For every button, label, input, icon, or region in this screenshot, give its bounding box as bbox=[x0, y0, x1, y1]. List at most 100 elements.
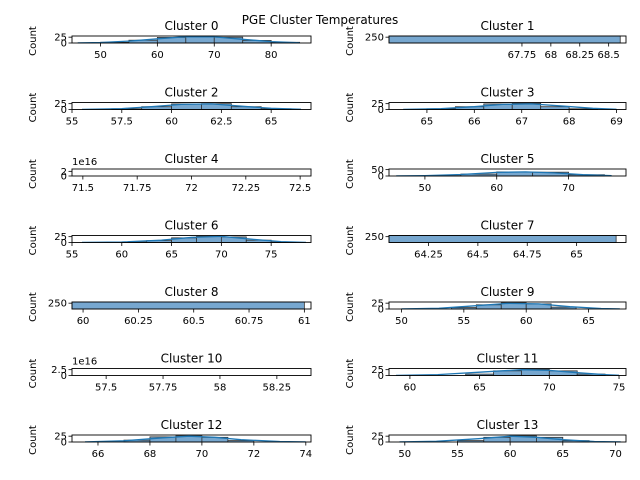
axes-frame bbox=[71, 168, 312, 177]
y-axis-label: Count bbox=[28, 359, 39, 389]
y-axis-label: Count bbox=[345, 292, 356, 322]
subplot-title: Cluster 3 bbox=[480, 86, 534, 100]
subplot-title: Cluster 10 bbox=[161, 352, 223, 366]
kde-curve bbox=[403, 103, 617, 111]
x-tick-label: 70 bbox=[215, 250, 228, 261]
y-offset-text: 1e16 bbox=[72, 157, 97, 168]
x-tick-label: 57.75 bbox=[149, 383, 178, 394]
y-tick-label: 25 bbox=[371, 432, 384, 443]
y-tick-label: 0 bbox=[378, 371, 384, 382]
x-tick-label: 60 bbox=[404, 383, 417, 394]
y-tick-label: 0 bbox=[378, 305, 384, 316]
x-tick-label: 57.5 bbox=[111, 117, 133, 128]
x-tick-label: 68 bbox=[544, 50, 557, 61]
x-tick-label: 70 bbox=[609, 449, 622, 460]
x-tick-label: 65 bbox=[165, 250, 178, 261]
x-tick-label: 70 bbox=[208, 50, 221, 61]
y-tick-label: 25 bbox=[371, 299, 384, 310]
y-tick-label: 250 bbox=[48, 299, 67, 310]
axes-frame bbox=[388, 235, 627, 243]
x-tick-label: 65 bbox=[265, 117, 278, 128]
subplot-title: Cluster 4 bbox=[164, 152, 218, 166]
x-tick-label: 50 bbox=[419, 183, 432, 194]
x-tick-label: 70 bbox=[543, 383, 556, 394]
x-tick-label: 65 bbox=[582, 316, 595, 327]
x-tick-label: 61 bbox=[298, 316, 311, 327]
y-tick-label: 50 bbox=[371, 165, 384, 176]
y-axis-label: Count bbox=[345, 93, 356, 123]
y-axis-label: Count bbox=[345, 226, 356, 256]
x-tick-label: 57.5 bbox=[95, 383, 117, 394]
x-tick-label: 75 bbox=[265, 250, 278, 261]
x-tick-label: 60.5 bbox=[183, 316, 205, 327]
x-tick-label: 70 bbox=[562, 183, 575, 194]
x-tick-label: 66 bbox=[468, 117, 481, 128]
kde-curve bbox=[396, 171, 612, 177]
y-axis-label: Count bbox=[28, 26, 39, 56]
x-tick-label: 55 bbox=[457, 316, 470, 327]
x-tick-label: 72.5 bbox=[289, 183, 311, 194]
x-tick-label: 60 bbox=[504, 449, 517, 460]
y-tick-label: 250 bbox=[365, 33, 384, 44]
x-tick-label: 68 bbox=[144, 449, 157, 460]
x-tick-label: 60 bbox=[520, 316, 533, 327]
histogram-bar bbox=[71, 301, 305, 310]
subplot-9: Cluster 9 50 55 60 65 025 Count bbox=[345, 285, 627, 327]
axes-frame bbox=[388, 102, 627, 110]
y-tick-label: 2.5 bbox=[51, 365, 67, 376]
x-tick-label: 65 bbox=[421, 117, 434, 128]
kde-curve bbox=[395, 369, 620, 377]
histogram-bar bbox=[388, 235, 617, 243]
y-tick-label: 25 bbox=[371, 365, 384, 376]
subplot-12: Cluster 12 66 68 70 72 74 025 Count bbox=[28, 418, 312, 460]
axes-frame bbox=[71, 301, 312, 310]
y-tick-label: 0 bbox=[61, 238, 67, 249]
x-tick-label: 80 bbox=[265, 50, 278, 61]
x-tick-label: 60 bbox=[151, 50, 164, 61]
y-tick-label: 0 bbox=[378, 172, 384, 183]
x-tick-label: 66 bbox=[92, 449, 105, 460]
x-tick-label: 70 bbox=[196, 449, 209, 460]
x-tick-label: 68 bbox=[563, 117, 576, 128]
subplot-4: Cluster 4 71.5 71.75 72 72.25 72.5 02 1e16 Count bbox=[28, 152, 312, 194]
y-offset-text: 1e16 bbox=[72, 357, 97, 368]
x-tick-label: 62.5 bbox=[210, 117, 232, 128]
x-tick-label: 50 bbox=[398, 449, 411, 460]
y-tick-label: 25 bbox=[54, 232, 67, 243]
y-tick-label: 0 bbox=[378, 105, 384, 116]
axes-frame bbox=[388, 368, 627, 376]
x-tick-label: 55 bbox=[66, 117, 79, 128]
subplot-0: Cluster 0 50 60 70 80 025 Count bbox=[28, 19, 312, 61]
y-tick-label: 0 bbox=[61, 371, 67, 382]
y-axis-label: Count bbox=[28, 159, 39, 189]
x-tick-label: 50 bbox=[94, 50, 107, 61]
x-tick-label: 67.75 bbox=[508, 50, 537, 61]
subplot-title: Cluster 12 bbox=[161, 418, 223, 432]
kde-curve bbox=[81, 235, 307, 244]
x-tick-label: 64.5 bbox=[467, 250, 489, 261]
y-tick-label: 0 bbox=[61, 438, 67, 449]
subplot-title: Cluster 8 bbox=[164, 285, 218, 299]
x-tick-label: 75 bbox=[613, 383, 626, 394]
y-axis-label: Count bbox=[345, 359, 356, 389]
x-tick-label: 68.5 bbox=[598, 50, 620, 61]
x-tick-label: 58.25 bbox=[263, 383, 292, 394]
subplot-3: Cluster 3 65 66 67 68 69 025 Count bbox=[345, 86, 627, 128]
kde-curve bbox=[399, 435, 621, 443]
subplot-11: Cluster 11 60 65 70 75 025 Count bbox=[345, 352, 627, 394]
x-tick-label: 65 bbox=[473, 383, 486, 394]
axes-frame bbox=[71, 434, 312, 443]
x-tick-label: 60 bbox=[490, 183, 503, 194]
kde-curve bbox=[81, 103, 302, 111]
x-tick-label: 60 bbox=[115, 250, 128, 261]
kde-curve bbox=[84, 435, 306, 443]
subplot-title: Cluster 6 bbox=[164, 219, 218, 233]
subplot-title: Cluster 11 bbox=[477, 352, 539, 366]
figure-suptitle: PGE Cluster Temperatures bbox=[242, 13, 399, 27]
y-tick-label: 0 bbox=[61, 172, 67, 183]
subplot-title: Cluster 0 bbox=[164, 19, 218, 33]
axes-frame bbox=[71, 102, 312, 110]
x-tick-label: 58 bbox=[214, 383, 227, 394]
subplot-title: Cluster 13 bbox=[477, 418, 539, 432]
